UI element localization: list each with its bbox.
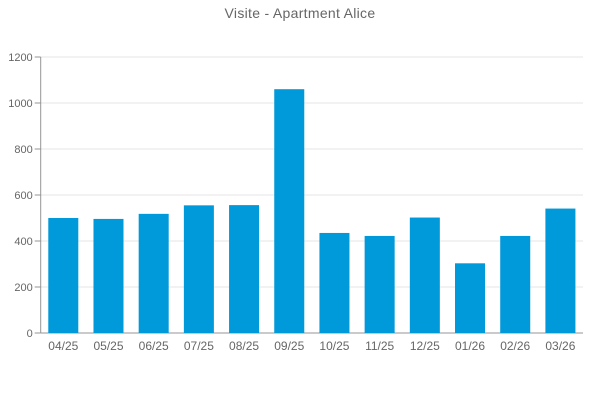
svg-text:04/25: 04/25 [48,339,78,353]
svg-text:0: 0 [27,328,33,340]
svg-text:600: 600 [14,190,32,202]
svg-text:07/25: 07/25 [184,339,214,353]
svg-text:03/26: 03/26 [545,339,575,353]
svg-text:05/25: 05/25 [93,339,123,353]
svg-text:12/25: 12/25 [410,339,440,353]
svg-text:1000: 1000 [8,98,32,110]
svg-text:01/26: 01/26 [455,339,485,353]
svg-text:1200: 1200 [8,52,32,64]
svg-text:800: 800 [14,144,32,156]
svg-text:400: 400 [14,236,32,248]
svg-text:200: 200 [14,282,32,294]
svg-text:02/26: 02/26 [500,339,530,353]
svg-text:10/25: 10/25 [319,339,349,353]
svg-text:06/25: 06/25 [139,339,169,353]
svg-text:11/25: 11/25 [365,339,394,353]
svg-text:08/25: 08/25 [229,339,259,353]
svg-text:09/25: 09/25 [274,339,304,353]
